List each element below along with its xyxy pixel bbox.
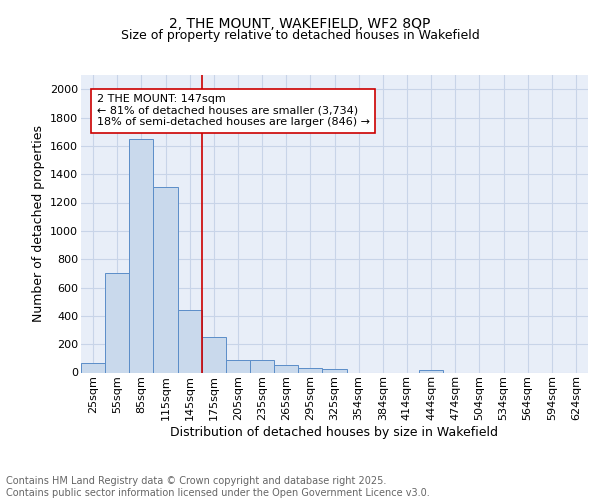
- Text: 2, THE MOUNT, WAKEFIELD, WF2 8QP: 2, THE MOUNT, WAKEFIELD, WF2 8QP: [169, 18, 431, 32]
- Bar: [226, 360, 250, 372]
- Bar: [419, 370, 443, 372]
- Bar: [81, 364, 105, 372]
- Bar: [250, 360, 274, 372]
- Bar: [274, 366, 298, 372]
- Bar: [129, 138, 154, 372]
- Bar: [322, 369, 347, 372]
- X-axis label: Distribution of detached houses by size in Wakefield: Distribution of detached houses by size …: [170, 426, 499, 439]
- Bar: [298, 368, 322, 372]
- Bar: [154, 187, 178, 372]
- Bar: [178, 310, 202, 372]
- Text: Contains HM Land Registry data © Crown copyright and database right 2025.
Contai: Contains HM Land Registry data © Crown c…: [6, 476, 430, 498]
- Y-axis label: Number of detached properties: Number of detached properties: [32, 125, 44, 322]
- Text: 2 THE MOUNT: 147sqm
← 81% of detached houses are smaller (3,734)
18% of semi-det: 2 THE MOUNT: 147sqm ← 81% of detached ho…: [97, 94, 370, 128]
- Text: Size of property relative to detached houses in Wakefield: Size of property relative to detached ho…: [121, 28, 479, 42]
- Bar: [202, 337, 226, 372]
- Bar: [105, 274, 129, 372]
